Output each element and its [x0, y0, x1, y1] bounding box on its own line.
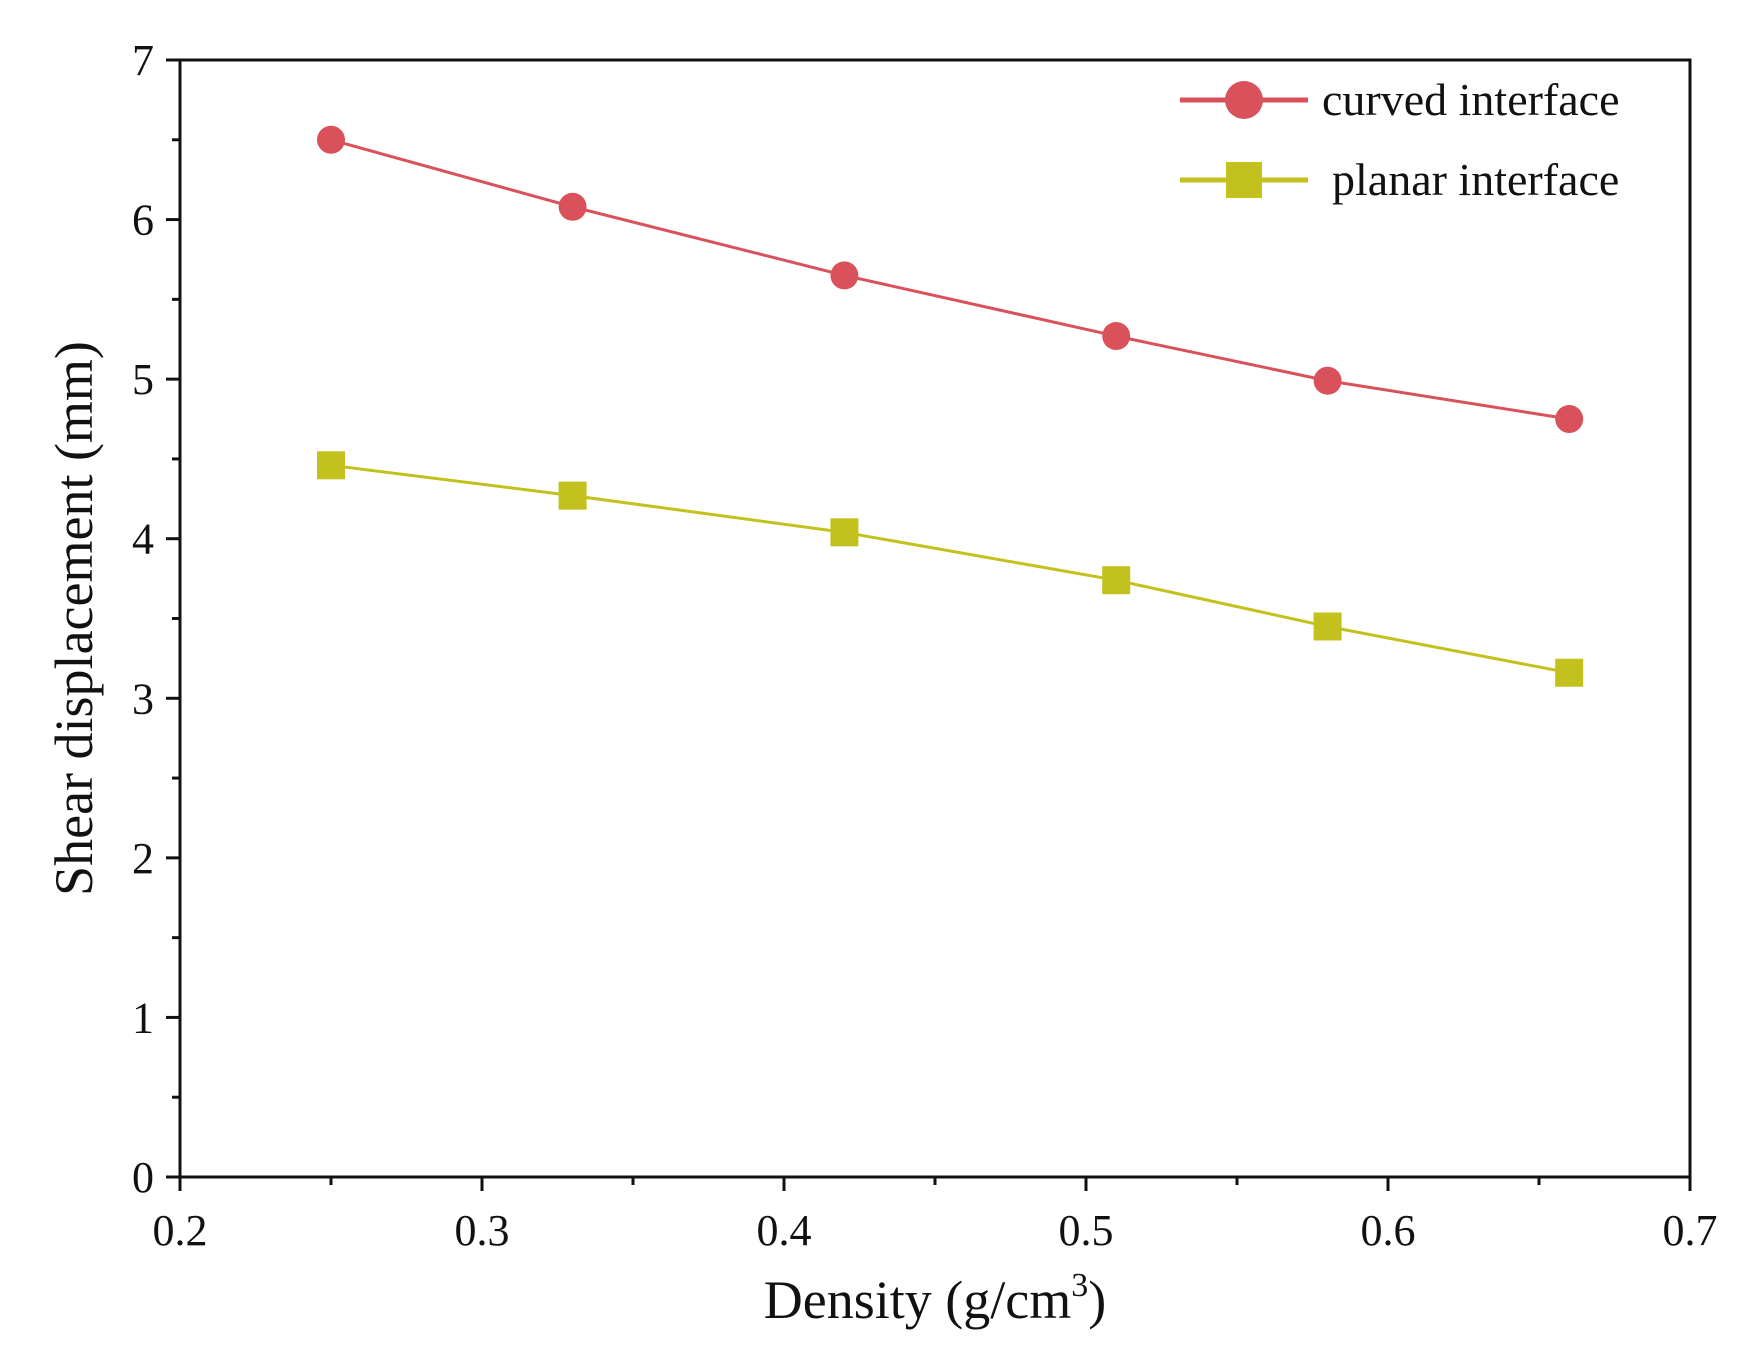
legend-label: curved interface [1322, 74, 1620, 125]
x-axis-title-suffix: ) [1088, 1270, 1106, 1330]
data-point [830, 518, 859, 547]
y-tick-label: 5 [132, 355, 154, 404]
legend-marker [1226, 162, 1262, 198]
x-tick-label: 0.2 [153, 1206, 208, 1255]
y-tick-label: 7 [132, 36, 154, 85]
x-axis-title: Density (g/cm3) [764, 1267, 1106, 1330]
y-tick-label: 3 [132, 674, 154, 723]
x-axis-ticks: 0.2 0.3 0.4 0.5 0.6 0.7 [153, 1177, 1718, 1255]
legend: curved interface planar interface [1180, 74, 1620, 205]
series-planar [317, 451, 1584, 687]
legend-marker [1225, 81, 1263, 119]
data-point [317, 451, 345, 480]
series-line [330, 463, 1570, 675]
y-axis-ticks: 0 1 2 3 4 5 6 7 [132, 36, 180, 1202]
plot-frame [178, 58, 1692, 1179]
data-point [1102, 322, 1131, 351]
x-axis-title-main: Density (g/cm [764, 1270, 1071, 1330]
y-tick-label: 2 [132, 834, 154, 883]
x-tick-label: 0.7 [1663, 1206, 1718, 1255]
series-line [330, 138, 1570, 421]
data-point [558, 481, 587, 510]
y-axis-title: Shear displacement (mm) [44, 341, 104, 896]
data-point [317, 125, 345, 154]
data-point [830, 261, 859, 290]
axes [178, 58, 1692, 1179]
series-curved [317, 125, 1584, 434]
data-point [1313, 366, 1342, 395]
y-tick-label: 6 [132, 196, 154, 245]
data-point [1313, 612, 1342, 641]
series-layer [317, 125, 1584, 687]
data-point [1102, 566, 1131, 595]
data-point [1555, 658, 1584, 687]
data-point [1555, 405, 1584, 434]
y-tick-label: 1 [132, 993, 154, 1042]
x-axis-title-superscript: 3 [1071, 1267, 1088, 1304]
data-point [558, 192, 587, 221]
legend-label: planar interface [1332, 154, 1619, 205]
x-tick-label: 0.6 [1361, 1206, 1416, 1255]
x-tick-label: 0.3 [455, 1206, 510, 1255]
y-tick-label: 0 [132, 1153, 154, 1202]
x-tick-label: 0.4 [757, 1206, 812, 1255]
x-tick-label: 0.5 [1059, 1206, 1114, 1255]
y-tick-label: 4 [132, 515, 154, 564]
